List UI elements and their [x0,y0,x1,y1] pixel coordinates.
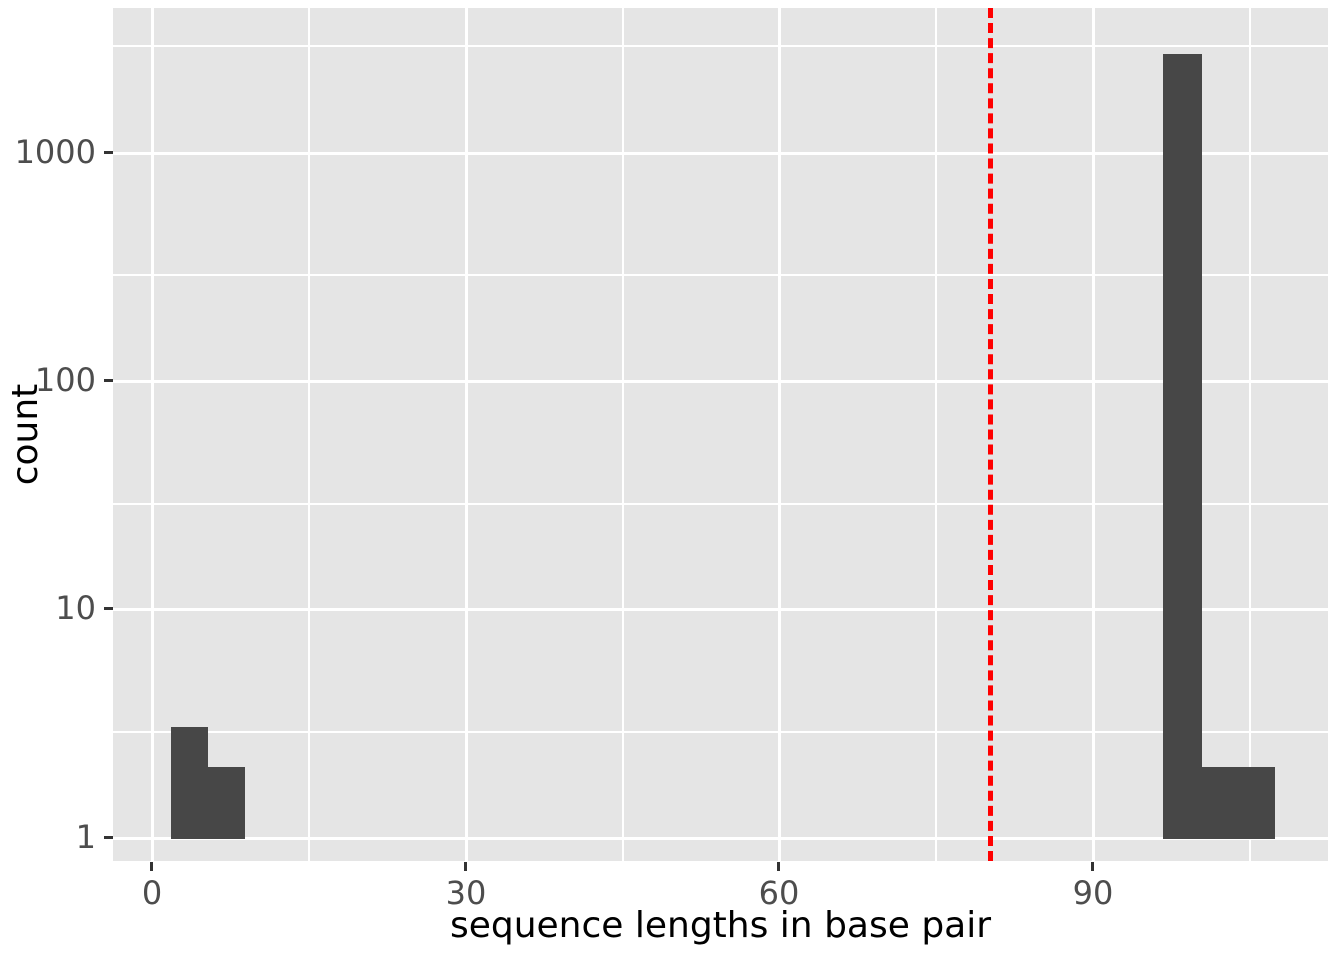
y-tick-label: 100 [34,361,96,399]
gridline-major-x [465,8,468,861]
x-tick-mark [464,862,467,871]
gridline-minor-y [113,503,1328,505]
y-tick-mark [104,607,113,610]
gridline-major-y [113,380,1328,383]
histogram-bar [208,767,245,839]
histogram-bar [1202,767,1239,839]
gridline-major-x [151,8,154,861]
x-tick-label: 0 [141,874,163,912]
x-tick-mark [150,862,153,871]
threshold-vline [988,8,993,861]
gridline-major-x [778,8,781,861]
gridline-minor-x [1249,8,1251,861]
y-tick-label: 1 [75,818,96,856]
x-tick-label: 60 [758,874,800,912]
histogram-bar [171,727,208,839]
y-tick-label: 1000 [14,133,96,171]
y-tick-mark [104,379,113,382]
histogram-bar [1239,767,1275,839]
gridline-minor-y [113,274,1328,276]
x-tick-label: 30 [445,874,487,912]
gridline-minor-x [308,8,310,861]
y-axis-title: count [5,383,46,486]
gridline-major-y [113,152,1328,155]
gridline-minor-x [622,8,624,861]
gridline-minor-y [113,731,1328,733]
gridline-minor-x [935,8,937,861]
histogram-bar [1163,54,1202,839]
y-tick-label: 10 [55,589,96,627]
x-axis-title: sequence lengths in base pair [449,905,992,946]
x-tick-label: 90 [1072,874,1114,912]
gridline-major-y [113,837,1328,840]
y-tick-mark [104,151,113,154]
y-tick-mark [104,836,113,839]
x-tick-mark [777,862,780,871]
gridline-major-y [113,608,1328,611]
gridline-minor-y [113,45,1328,47]
gridline-major-x [1092,8,1095,861]
x-tick-mark [1091,862,1094,871]
plot-panel [113,8,1328,861]
